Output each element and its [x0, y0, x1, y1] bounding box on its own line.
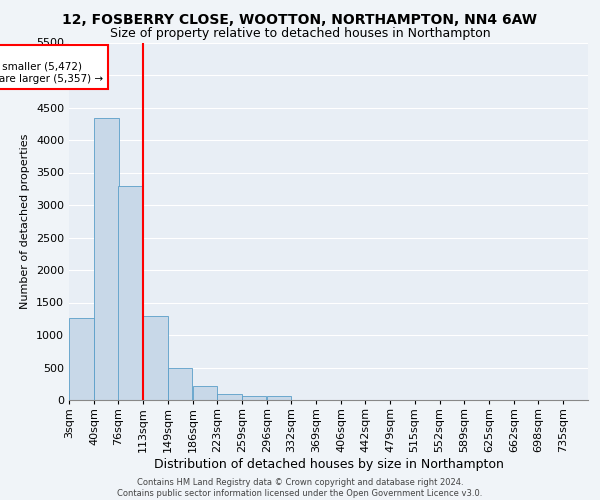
Text: Size of property relative to detached houses in Northampton: Size of property relative to detached ho…: [110, 28, 490, 40]
Bar: [69, 318, 94, 400]
Bar: [193, 386, 217, 400]
Bar: [143, 316, 168, 400]
Bar: [118, 186, 143, 400]
Y-axis label: Number of detached properties: Number of detached properties: [20, 134, 31, 309]
Text: 12, FOSBERRY CLOSE, WOOTTON, NORTHAMPTON, NN4 6AW: 12, FOSBERRY CLOSE, WOOTTON, NORTHAMPTON…: [62, 12, 538, 26]
Bar: [167, 368, 192, 400]
Bar: [242, 396, 266, 400]
Text: 12 FOSBERRY CLOSE: 113sqm
← 50% of detached houses are smaller (5,472)
49% of se: 12 FOSBERRY CLOSE: 113sqm ← 50% of detac…: [0, 50, 103, 84]
Bar: [94, 118, 119, 400]
Bar: [267, 396, 292, 400]
X-axis label: Distribution of detached houses by size in Northampton: Distribution of detached houses by size …: [154, 458, 503, 470]
Bar: [217, 394, 242, 400]
Text: Contains HM Land Registry data © Crown copyright and database right 2024.
Contai: Contains HM Land Registry data © Crown c…: [118, 478, 482, 498]
